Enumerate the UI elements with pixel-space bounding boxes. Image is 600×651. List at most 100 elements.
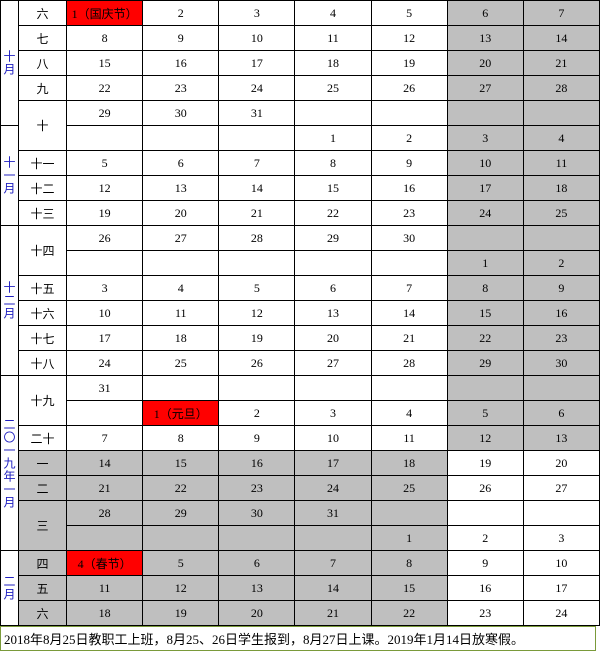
day-cell: 12 [67, 176, 143, 201]
day-cell-empty [67, 526, 143, 551]
day-cell-weekend [447, 101, 523, 126]
table-row: 十六 10 11 12 13 14 15 16 [1, 301, 600, 326]
day-cell-weekend: 6 [523, 401, 599, 426]
day-cell: 28 [67, 501, 143, 526]
day-cell: 25 [143, 351, 219, 376]
week-label: 十八 [19, 351, 67, 376]
table-row: 二十 7 8 9 10 11 12 13 [1, 426, 600, 451]
week-label: 二十 [19, 426, 67, 451]
day-cell: 31 [295, 501, 371, 526]
day-cell: 16 [143, 51, 219, 76]
day-cell: 14 [371, 301, 447, 326]
day-cell: 13 [295, 301, 371, 326]
day-cell: 20 [523, 451, 599, 476]
day-cell: 3 [295, 401, 371, 426]
day-cell-empty [371, 376, 447, 401]
day-cell-weekend: 2 [523, 251, 599, 276]
day-cell-weekend: 24 [447, 201, 523, 226]
day-cell: 2 [371, 126, 447, 151]
month-label-oct: 十月 [1, 1, 19, 126]
day-cell-weekend: 13 [523, 426, 599, 451]
day-cell: 26 [219, 351, 295, 376]
day-cell: 26 [371, 76, 447, 101]
day-cell: 14 [67, 451, 143, 476]
day-cell-empty [295, 101, 371, 126]
day-cell: 19 [219, 326, 295, 351]
day-cell: 27 [143, 226, 219, 251]
day-cell-weekend [447, 226, 523, 251]
day-cell: 10 [67, 301, 143, 326]
day-cell: 13 [219, 576, 295, 601]
day-cell-empty [219, 251, 295, 276]
day-cell-weekend: 14 [523, 26, 599, 51]
week-label: 九 [19, 76, 67, 101]
table-row: 1 2 3 [1, 526, 600, 551]
day-cell: 11 [295, 26, 371, 51]
day-cell: 17 [295, 451, 371, 476]
day-cell-weekend: 5 [447, 401, 523, 426]
day-cell-weekend: 22 [447, 326, 523, 351]
table-row: 八 15 16 17 18 19 20 21 [1, 51, 600, 76]
day-cell: 30 [371, 226, 447, 251]
day-cell: 17 [67, 326, 143, 351]
week-label: 十七 [19, 326, 67, 351]
day-cell: 26 [447, 476, 523, 501]
day-cell: 23 [447, 601, 523, 626]
day-cell: 23 [371, 201, 447, 226]
day-cell: 21 [371, 326, 447, 351]
week-label: 四 [19, 551, 67, 576]
day-cell: 15 [67, 51, 143, 76]
week-label: 二 [19, 476, 67, 501]
week-label: 十六 [19, 301, 67, 326]
day-cell: 3 [67, 276, 143, 301]
table-row: 十三 19 20 21 22 23 24 25 [1, 201, 600, 226]
day-cell-empty [67, 401, 143, 426]
day-cell-empty [523, 501, 599, 526]
day-cell: 7 [371, 276, 447, 301]
week-label: 十四 [19, 226, 67, 276]
day-cell: 5 [219, 276, 295, 301]
day-cell: 20 [143, 201, 219, 226]
day-cell-weekend: 17 [447, 176, 523, 201]
day-cell-empty [143, 376, 219, 401]
day-cell: 22 [295, 201, 371, 226]
day-cell: 14 [295, 576, 371, 601]
day-cell-empty [371, 251, 447, 276]
day-cell: 18 [67, 601, 143, 626]
day-cell-weekend: 16 [523, 301, 599, 326]
day-cell: 24 [67, 351, 143, 376]
day-cell: 12 [143, 576, 219, 601]
day-cell: 15 [295, 176, 371, 201]
day-cell: 2 [447, 526, 523, 551]
day-cell-weekend: 1 [447, 251, 523, 276]
day-cell: 16 [447, 576, 523, 601]
day-cell: 8 [67, 26, 143, 51]
week-label: 五 [19, 576, 67, 601]
table-row: 1 2 [1, 251, 600, 276]
day-cell-weekend: 12 [447, 426, 523, 451]
day-cell-weekend [523, 376, 599, 401]
day-cell: 23 [219, 476, 295, 501]
day-cell-weekend: 7 [523, 1, 599, 26]
table-row: 十七 17 18 19 20 21 22 23 [1, 326, 600, 351]
day-cell: 23 [143, 76, 219, 101]
day-cell: 15 [143, 451, 219, 476]
day-cell: 18 [295, 51, 371, 76]
day-cell: 30 [219, 501, 295, 526]
day-cell: 9 [219, 426, 295, 451]
day-cell: 25 [371, 476, 447, 501]
table-row: 十五 3 4 5 6 7 8 9 [1, 276, 600, 301]
day-cell: 22 [67, 76, 143, 101]
week-label: 十一 [19, 151, 67, 176]
day-cell: 11 [371, 426, 447, 451]
day-cell-empty [219, 376, 295, 401]
day-cell: 27 [523, 476, 599, 501]
day-cell: 5 [371, 1, 447, 26]
table-row: 二 21 22 23 24 25 26 27 [1, 476, 600, 501]
table-row: 九 22 23 24 25 26 27 28 [1, 76, 600, 101]
day-cell-empty [219, 526, 295, 551]
week-label: 八 [19, 51, 67, 76]
academic-calendar-table: 十月 六 1（国庆节） 2 3 4 5 6 7 七 8 9 10 11 12 1… [0, 0, 600, 626]
table-row: 十二月 十四 26 27 28 29 30 [1, 226, 600, 251]
day-cell-weekend: 23 [523, 326, 599, 351]
